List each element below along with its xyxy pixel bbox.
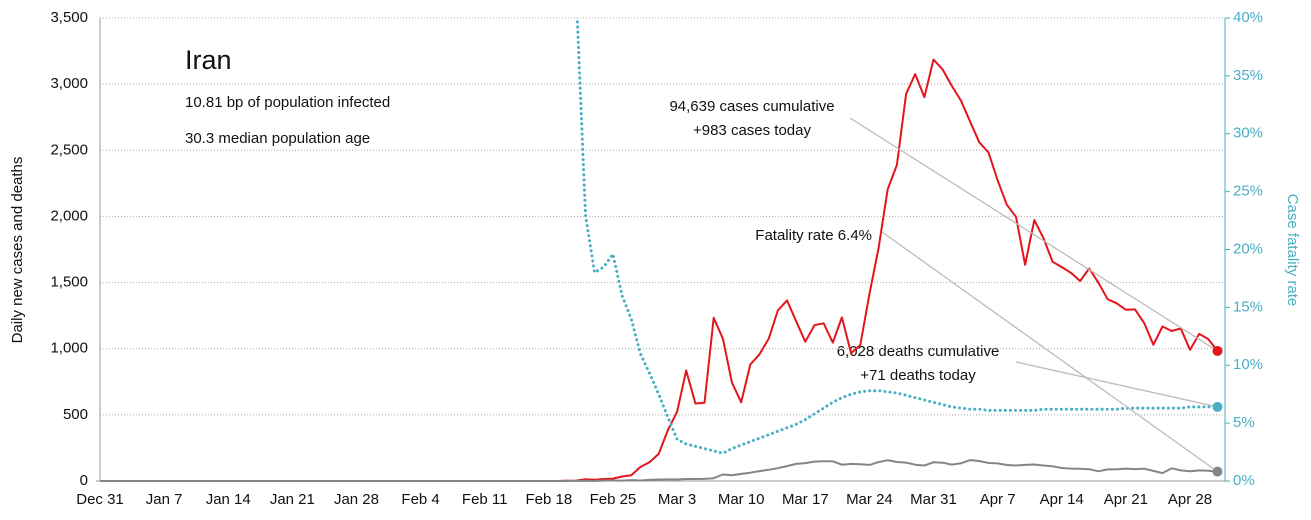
y2-tick-label: 40%: [1233, 9, 1263, 26]
y-axis-label: Daily new cases and deaths: [9, 157, 26, 344]
x-tick-label: Jan 7: [146, 491, 183, 508]
x-tick-label: Feb 18: [525, 491, 572, 508]
y2-tick-label: 35%: [1233, 67, 1263, 84]
y-tick-label: 2,000: [50, 207, 88, 224]
series-line: [575, 18, 1219, 455]
chart-title: Iran: [185, 45, 232, 75]
x-tick-label: Jan 21: [270, 491, 315, 508]
y-tick-label: 1,000: [50, 340, 88, 357]
y2-tick-label: 15%: [1233, 298, 1263, 315]
end-dot: [1212, 401, 1223, 412]
note: 30.3 median population age: [185, 130, 370, 147]
x-tick-label: Mar 31: [910, 491, 957, 508]
x-tick-label: Mar 3: [658, 491, 696, 508]
x-tick-label: Feb 4: [401, 491, 439, 508]
plot-area: [100, 18, 1219, 482]
y-tick-label: 500: [63, 406, 88, 423]
note: 10.81 bp of population infected: [185, 94, 390, 111]
x-tick-label: Apr 21: [1104, 491, 1148, 508]
y2-tick-label: 25%: [1233, 183, 1263, 200]
x-tick-label: Apr 7: [980, 491, 1016, 508]
end-dot: [1212, 466, 1223, 477]
series-line: [100, 58, 1219, 482]
y2-tick-label: 20%: [1233, 240, 1263, 257]
x-tick-label: Apr 14: [1040, 491, 1084, 508]
y-tick-label: 1,500: [50, 274, 88, 291]
x-tick-label: Apr 28: [1168, 491, 1212, 508]
y2-tick-label: 0%: [1233, 472, 1255, 489]
annotation: +983 cases today: [693, 122, 812, 139]
x-tick-label: Feb 11: [462, 491, 508, 508]
annotation: 6,028 deaths cumulative: [837, 343, 1000, 360]
x-tick-label: Jan 28: [334, 491, 379, 508]
x-tick-label: Jan 14: [206, 491, 251, 508]
y2-tick-label: 10%: [1233, 356, 1263, 373]
annotation: 94,639 cases cumulative: [669, 98, 834, 115]
leader-line: [849, 117, 1218, 352]
x-tick-label: Mar 17: [782, 491, 829, 508]
y2-tick-label: 30%: [1233, 125, 1263, 142]
x-tick-label: Feb 25: [590, 491, 637, 508]
end-dot: [1212, 345, 1223, 356]
y2-tick-label: 5%: [1233, 414, 1255, 431]
annotation: +71 deaths today: [860, 367, 976, 384]
y-tick-label: 3,000: [50, 75, 88, 92]
series-line: [100, 459, 1218, 482]
y-tick-label: 0: [80, 472, 88, 489]
x-tick-label: Dec 31: [76, 491, 124, 508]
annotation: Fatality rate 6.4%: [755, 227, 872, 244]
y2-axis-label: Case fatality rate: [1284, 194, 1301, 307]
leader-line: [881, 231, 1218, 473]
x-tick-label: Mar 10: [718, 491, 765, 508]
leader-line: [1015, 361, 1218, 408]
y-tick-label: 2,500: [50, 141, 88, 158]
x-tick-label: Mar 24: [846, 491, 893, 508]
y-tick-label: 3,500: [50, 9, 88, 26]
